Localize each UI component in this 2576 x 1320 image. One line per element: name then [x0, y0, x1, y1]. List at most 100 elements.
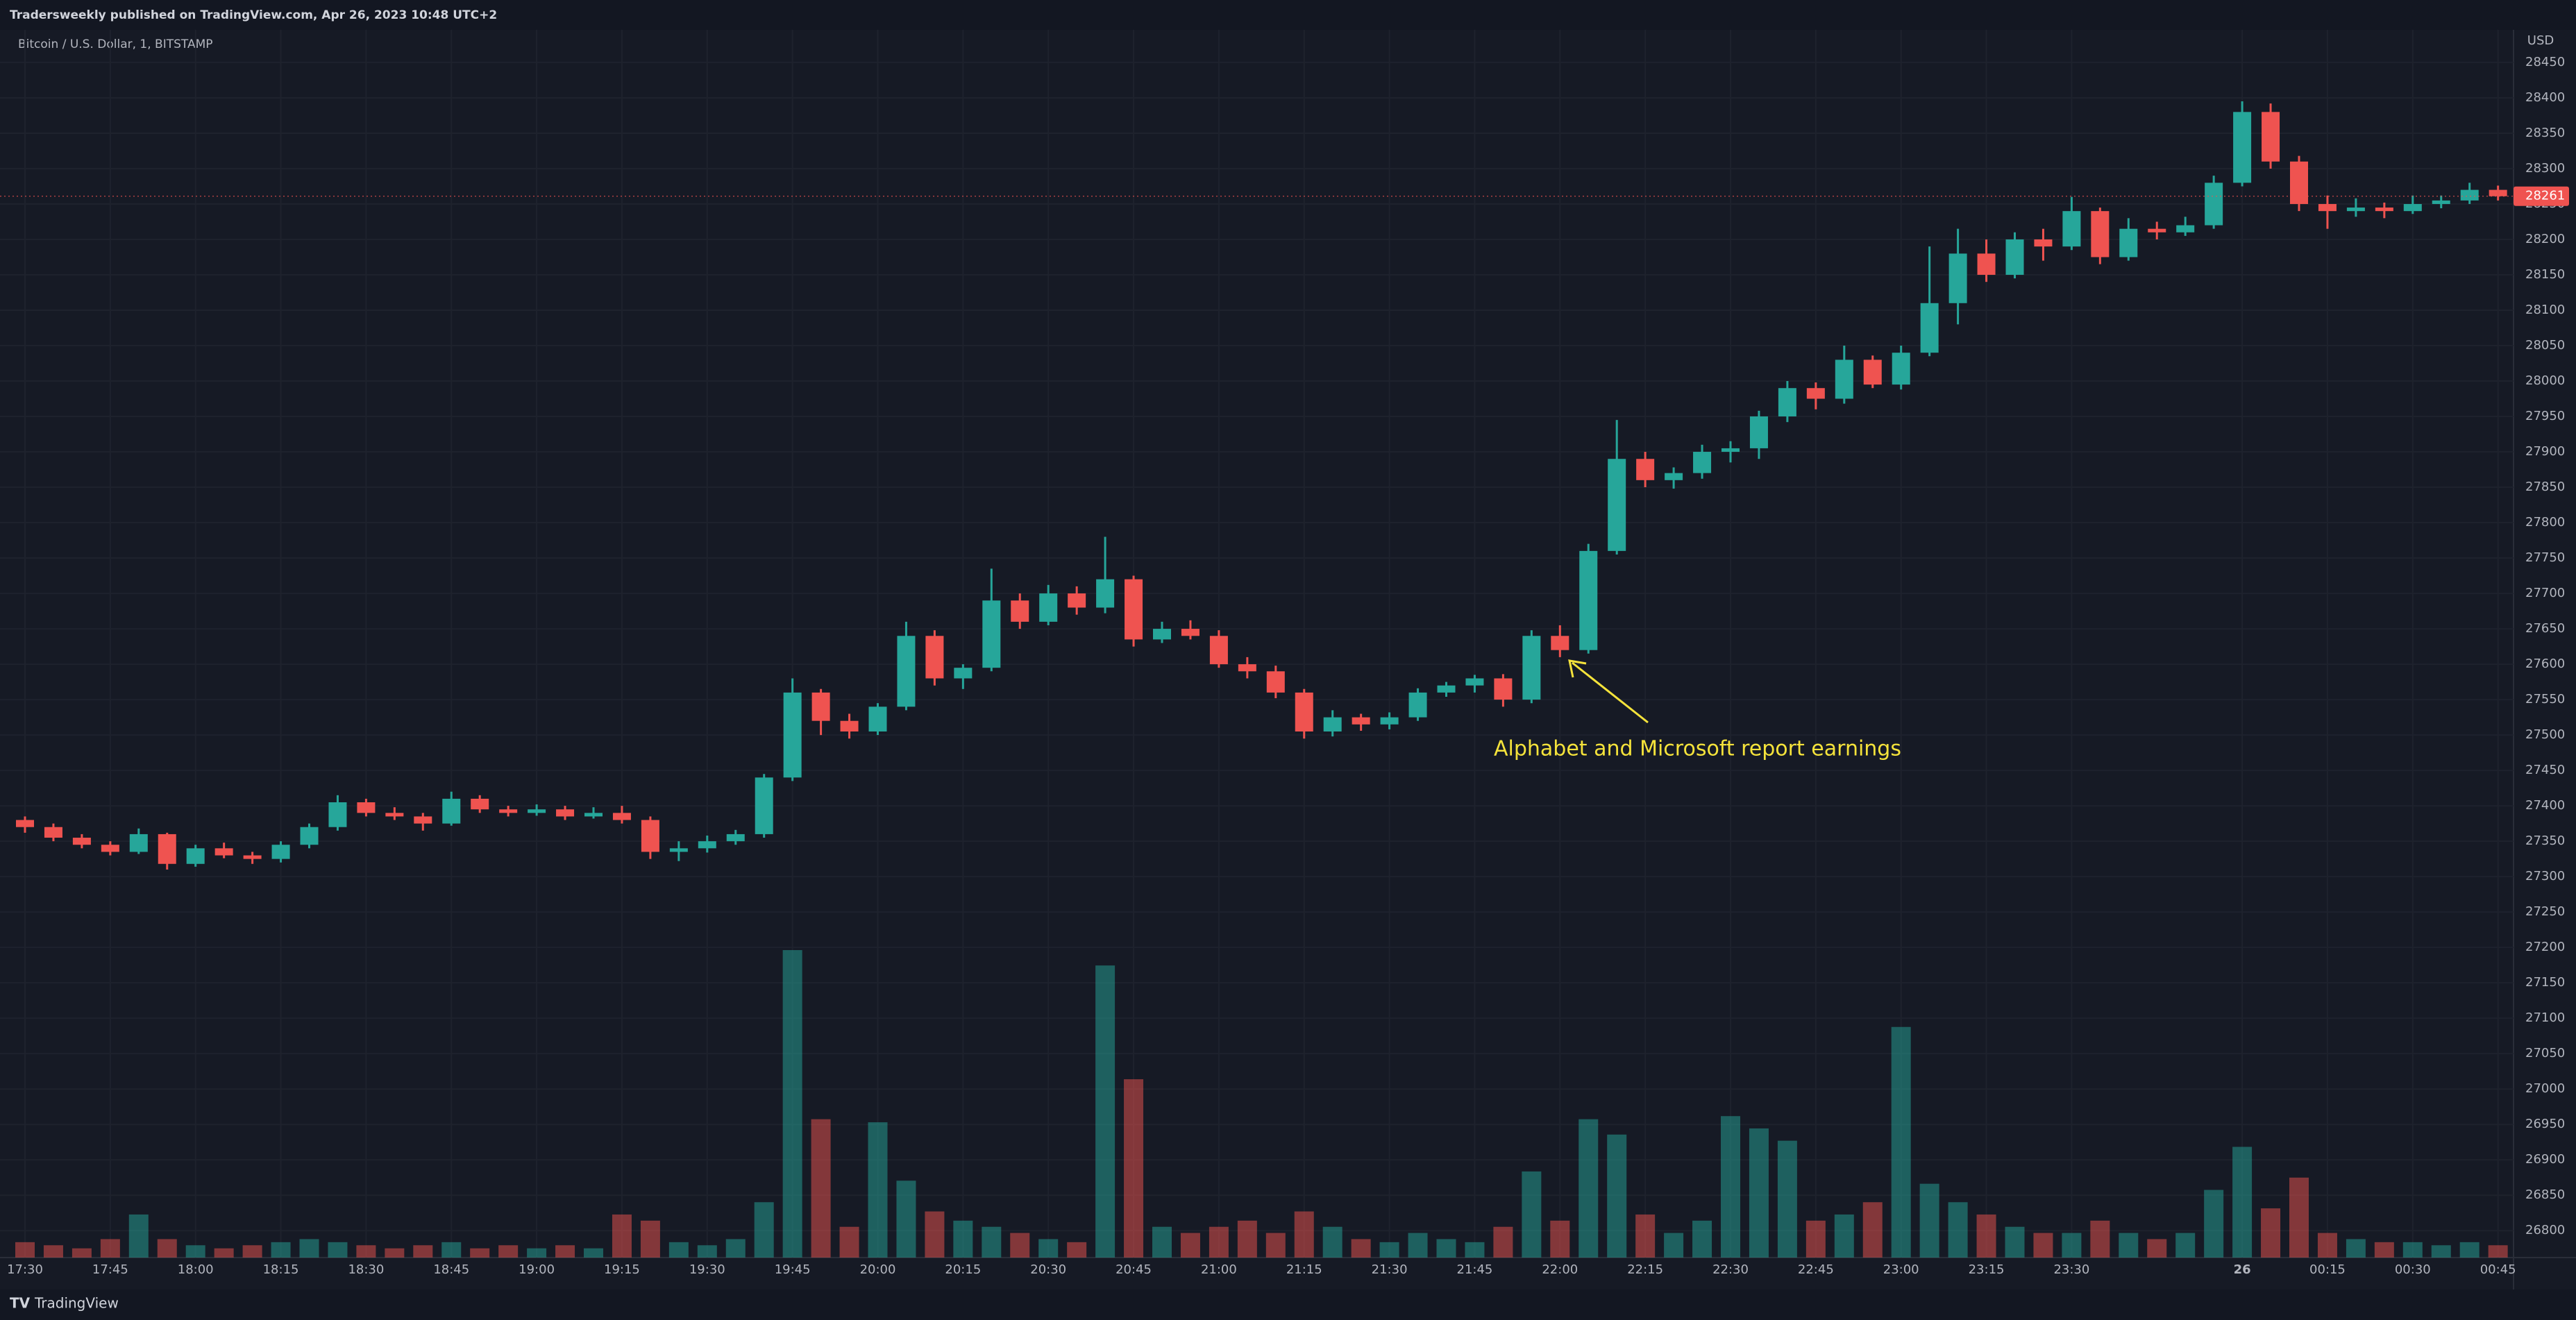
y-tick-label: 27600	[2525, 657, 2565, 671]
header-bar	[0, 0, 2576, 30]
volume-bar	[612, 1214, 632, 1258]
volume-bar	[697, 1245, 717, 1258]
x-tick-label: 00:15	[2309, 1262, 2346, 1277]
volume-bar	[868, 1122, 888, 1258]
y-tick-label: 26950	[2525, 1117, 2565, 1131]
y-tick-label: 28200	[2525, 232, 2565, 246]
x-tick-label: 19:30	[689, 1262, 725, 1277]
y-tick-label: 28350	[2525, 126, 2565, 140]
volume-bar	[1465, 1242, 1485, 1258]
annotation-arrow	[1572, 661, 1649, 724]
axes: 26800 26850 26900 26950 27000 27050 27100 27150…	[0, 55, 2569, 1277]
candle-body	[214, 848, 233, 856]
volume-bar	[185, 1245, 205, 1258]
candle-body	[1238, 664, 1256, 672]
volume-bar	[441, 1242, 462, 1258]
footer-logo: TV	[10, 1295, 31, 1312]
symbol-title: Bitcoin / U.S. Dollar, 1, BITSTAMP	[18, 37, 213, 51]
candle-body	[2091, 211, 2110, 257]
volume-bar	[1635, 1214, 1656, 1258]
volume-bar	[2119, 1233, 2139, 1258]
candle-body	[1465, 678, 1484, 686]
volume-bar	[1834, 1214, 1854, 1258]
volume-bar	[982, 1226, 1002, 1258]
candle-body	[1494, 678, 1513, 700]
volume-bar	[2147, 1239, 2167, 1258]
candle-body	[186, 848, 205, 864]
annotation-text: Alphabet and Microsoft report earnings	[1494, 737, 1901, 761]
candle-body	[442, 798, 461, 824]
y-tick-label: 28150	[2525, 267, 2565, 282]
y-tick-label: 27450	[2525, 763, 2565, 777]
volume-bar	[2232, 1146, 2253, 1258]
volume-bar	[1095, 965, 1116, 1258]
volume-bar	[1692, 1220, 1712, 1258]
volume-bar	[1579, 1119, 1599, 1258]
y-tick-label: 27950	[2525, 409, 2565, 423]
volume-bar	[2204, 1190, 2224, 1258]
candle-body	[1977, 253, 1996, 275]
candle-body	[1636, 459, 1655, 480]
volume-bar	[1976, 1214, 1996, 1258]
candle-body	[1551, 636, 1569, 650]
candle-body	[2205, 183, 2223, 226]
volume-bar	[2459, 1242, 2480, 1258]
candle-body	[499, 809, 518, 813]
footer-bar	[0, 1289, 2576, 1320]
x-tick-label: 20:45	[1116, 1262, 1152, 1277]
candle-body	[2062, 211, 2081, 247]
volume-bar	[839, 1226, 859, 1258]
candle-body	[357, 802, 376, 813]
volume-bar	[43, 1245, 63, 1258]
candle-body	[1920, 303, 1939, 353]
volume-bar	[1351, 1239, 1371, 1258]
x-tick-label: 19:00	[519, 1262, 555, 1277]
candle-body	[328, 802, 347, 827]
candle-body	[1295, 692, 1313, 732]
candle-body	[1352, 717, 1370, 725]
y-tick-label: 27800	[2525, 515, 2565, 530]
candle-body	[1892, 353, 1910, 385]
y-tick-label: 27500	[2525, 727, 2565, 742]
y-tick-label: 27350	[2525, 834, 2565, 848]
x-tick-label: 17:30	[7, 1262, 43, 1277]
candle-body	[840, 720, 859, 732]
volume-bar	[896, 1181, 916, 1258]
volume-bar	[2033, 1233, 2053, 1258]
x-tick-label: 22:45	[1798, 1262, 1834, 1277]
x-tick-label: 00:45	[2480, 1262, 2516, 1277]
volume-bar	[1124, 1079, 1144, 1258]
volume-bar	[214, 1248, 234, 1258]
volume-bar	[1294, 1211, 1314, 1258]
candle-body	[300, 827, 319, 845]
volume-bar	[527, 1248, 547, 1258]
candle-body	[726, 834, 745, 842]
volume-bar	[953, 1220, 973, 1258]
candle-body	[2005, 239, 2024, 275]
y-tick-label: 27000	[2525, 1081, 2565, 1096]
volume-bar	[1010, 1233, 1030, 1258]
volume-bar	[71, 1248, 92, 1258]
volume-bar	[668, 1242, 689, 1258]
volume-bar	[2431, 1245, 2451, 1258]
y-tick-label: 28050	[2525, 338, 2565, 353]
candle-body	[271, 845, 290, 859]
candle-body	[1181, 629, 1199, 636]
volume-bar	[1209, 1226, 1229, 1258]
y-tick-label: 27400	[2525, 798, 2565, 813]
y-tick-label: 28450	[2525, 55, 2565, 69]
volume-bar	[640, 1220, 660, 1258]
candle-body	[811, 692, 830, 721]
candle-body	[1266, 671, 1285, 693]
y-tick-label: 27050	[2525, 1046, 2565, 1060]
candle-body	[1096, 579, 1115, 608]
y-tick-label: 28000	[2525, 373, 2565, 388]
volume-bar	[555, 1245, 575, 1258]
volume-bar	[754, 1202, 774, 1258]
candle-body	[385, 813, 404, 817]
candle-body	[1806, 388, 1825, 399]
x-tick-label: 23:00	[1883, 1262, 1919, 1277]
candle-body	[158, 834, 176, 864]
candle-body	[954, 668, 973, 679]
